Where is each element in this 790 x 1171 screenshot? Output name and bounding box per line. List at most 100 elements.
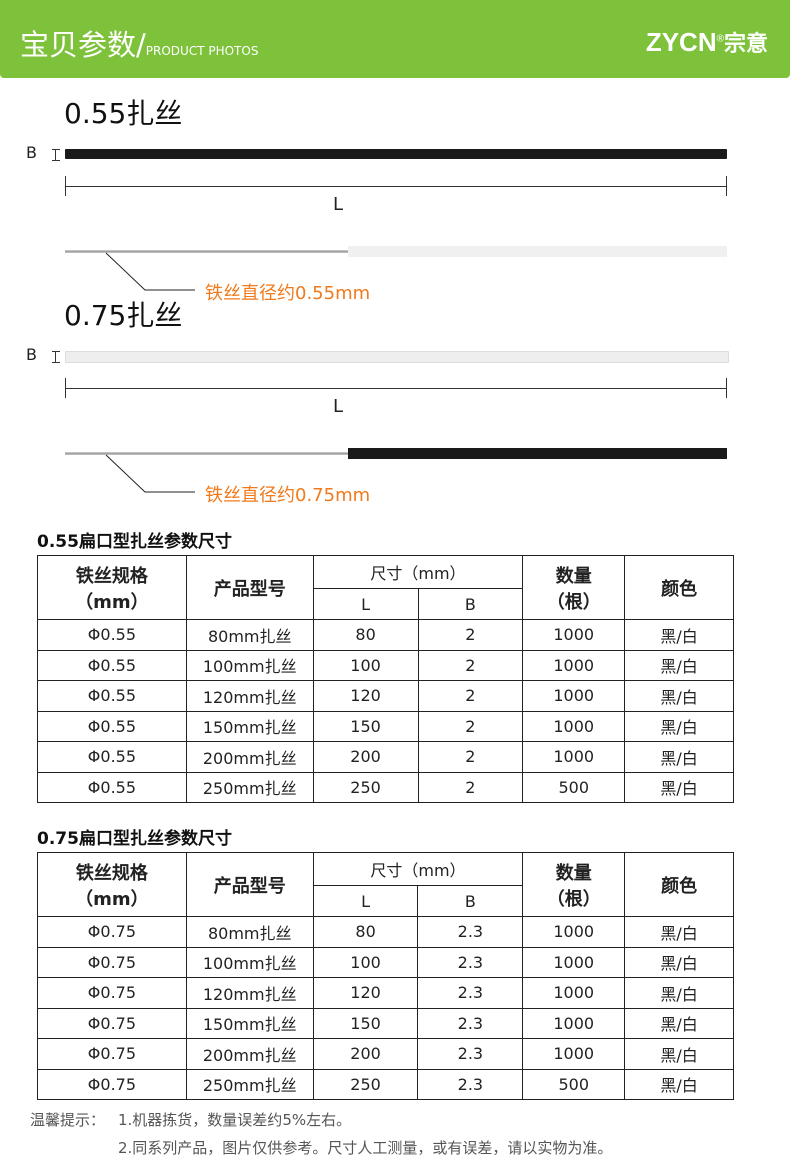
l-tick-left [65, 378, 66, 398]
table-cell: Φ0.55 [37, 741, 187, 773]
table-row: Φ0.75 80mm扎丝 80 2.3 1000 黑/白 [37, 916, 734, 948]
header-b: B [417, 885, 524, 917]
table-cell: 1000 [522, 710, 626, 742]
table-cell: 黑/白 [624, 1068, 734, 1100]
table-cell: 500 [522, 771, 626, 803]
table-cell: 120mm扎丝 [185, 680, 314, 712]
header-size: 尺寸（mm） [312, 852, 524, 886]
wire-diameter-note: 铁丝直径约0.75mm [205, 485, 371, 506]
table-cell: Φ0.55 [37, 710, 187, 742]
table-cell: 2.3 [417, 1068, 524, 1100]
table-cell: 2 [417, 649, 524, 681]
table-cell: 120 [312, 680, 419, 712]
table-cell: 150 [312, 1007, 419, 1039]
table-cell: 黑/白 [624, 1007, 734, 1039]
header-qty: 数量 [555, 565, 592, 587]
l-label: L [333, 396, 344, 417]
l-tick-right [726, 378, 727, 398]
leader-line [105, 252, 195, 291]
table-cell: Φ0.75 [37, 1068, 187, 1100]
brand-logo: ZYCN®宗意 [646, 26, 768, 58]
header-qty-unit: （根） [546, 888, 601, 910]
table-cell: 黑/白 [624, 1038, 734, 1070]
note-line-1: 1.机器拣货，数量误差约5%左右。 [118, 1111, 352, 1129]
table-cell: Φ0.75 [37, 977, 187, 1009]
diagram-title: 0.55扎丝 [64, 97, 183, 130]
table-cell: 100mm扎丝 [185, 649, 314, 681]
l-dimension-line [65, 388, 727, 389]
table-row: Φ0.55 250mm扎丝 250 2 500 黑/白 [37, 771, 734, 803]
l-dimension-line [65, 186, 727, 187]
table-cell: 2 [417, 680, 524, 712]
table-row: Φ0.55 200mm扎丝 200 2 1000 黑/白 [37, 741, 734, 773]
registered-mark: ® [716, 33, 724, 45]
l-tick-left [65, 176, 66, 196]
table-cell: 黑/白 [624, 741, 734, 773]
iron-wire-core [65, 250, 349, 253]
header-model: 产品型号 [185, 555, 314, 620]
wire-sleeve [348, 246, 727, 257]
table-cell: 黑/白 [624, 619, 734, 651]
table-cell: 100mm扎丝 [185, 946, 314, 978]
table-row: Φ0.55 100mm扎丝 100 2 1000 黑/白 [37, 649, 734, 681]
header-color: 颜色 [624, 852, 734, 917]
table-row: Φ0.55 120mm扎丝 120 2 1000 黑/白 [37, 680, 734, 712]
header-l: L [312, 588, 419, 620]
brand-name: ZYCN [645, 27, 717, 57]
b-label: B [26, 345, 37, 364]
table-cell: 1000 [522, 946, 626, 978]
table-cell: 1000 [522, 649, 626, 681]
header-title: 宝贝参数/PRODUCT PHOTOS [20, 22, 258, 64]
header-model: 产品型号 [185, 852, 314, 917]
table-cell: 2.3 [417, 977, 524, 1009]
table-cell: 黑/白 [624, 649, 734, 681]
table-cell: 1000 [522, 916, 626, 948]
table-cell: 150mm扎丝 [185, 710, 314, 742]
table-title: 0.75扁口型扎丝参数尺寸 [37, 829, 232, 849]
table-cell: 2.3 [417, 916, 524, 948]
table-cell: 2.3 [417, 1007, 524, 1039]
table-cell: 1000 [522, 680, 626, 712]
table-cell: 1000 [522, 1007, 626, 1039]
table-cell: Φ0.75 [37, 1007, 187, 1039]
note-line-2: 2.同系列产品，图片仅供参考。尺寸人工测量，或有误差，请以实物为准。 [118, 1139, 613, 1157]
header-qty: 数量 [555, 862, 592, 884]
table-cell: 2 [417, 619, 524, 651]
table-row: Φ0.55 150mm扎丝 150 2 1000 黑/白 [37, 710, 734, 742]
wire-tie-bar [65, 351, 729, 363]
header-qty-unit: （根） [546, 591, 601, 613]
table-row: Φ0.75 250mm扎丝 250 2.3 500 黑/白 [37, 1068, 734, 1100]
table-cell: Φ0.75 [37, 916, 187, 948]
table-cell: 100 [312, 946, 419, 978]
table-cell: 100 [312, 649, 419, 681]
table-cell: 200 [312, 741, 419, 773]
header-spec-unit: （mm） [75, 591, 149, 613]
table-cell: 200 [312, 1038, 419, 1070]
b-dimension-marker [52, 149, 60, 161]
table-cell: 200mm扎丝 [185, 1038, 314, 1070]
table-cell: 250 [312, 771, 419, 803]
table-cell: 150 [312, 710, 419, 742]
table-cell: 2.3 [417, 946, 524, 978]
header-spec: 铁丝规格 [75, 862, 148, 884]
table-cell: Φ0.55 [37, 771, 187, 803]
table-row: Φ0.75 200mm扎丝 200 2.3 1000 黑/白 [37, 1038, 734, 1070]
table-cell: Φ0.75 [37, 946, 187, 978]
brand-cn: 宗意 [723, 31, 768, 56]
header-color: 颜色 [624, 555, 734, 620]
table-cell: 2 [417, 741, 524, 773]
l-label: L [333, 194, 344, 215]
table-cell: 2.3 [417, 1038, 524, 1070]
b-dimension-marker [52, 351, 60, 363]
table-cell: 1000 [522, 977, 626, 1009]
table-cell: Φ0.75 [37, 1038, 187, 1070]
table-cell: 黑/白 [624, 916, 734, 948]
table-cell: 黑/白 [624, 977, 734, 1009]
table-row: Φ0.55 80mm扎丝 80 2 1000 黑/白 [37, 619, 734, 651]
table-title: 0.55扁口型扎丝参数尺寸 [37, 532, 232, 552]
table-cell: 150mm扎丝 [185, 1007, 314, 1039]
iron-wire-core [65, 452, 349, 455]
header-b: B [417, 588, 524, 620]
notes-label: 温馨提示： [30, 1111, 106, 1129]
